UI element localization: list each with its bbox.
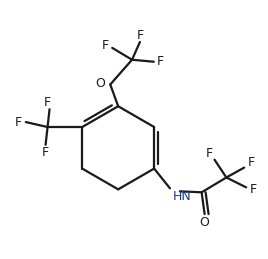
Text: F: F: [42, 146, 49, 159]
Text: F: F: [157, 55, 164, 68]
Text: F: F: [206, 147, 213, 160]
Text: F: F: [136, 28, 143, 41]
Text: F: F: [14, 116, 21, 128]
Text: O: O: [200, 217, 210, 229]
Text: HN: HN: [173, 190, 192, 203]
Text: F: F: [102, 39, 109, 52]
Text: F: F: [248, 156, 255, 169]
Text: F: F: [44, 96, 51, 109]
Text: F: F: [250, 183, 257, 196]
Text: O: O: [95, 77, 105, 90]
